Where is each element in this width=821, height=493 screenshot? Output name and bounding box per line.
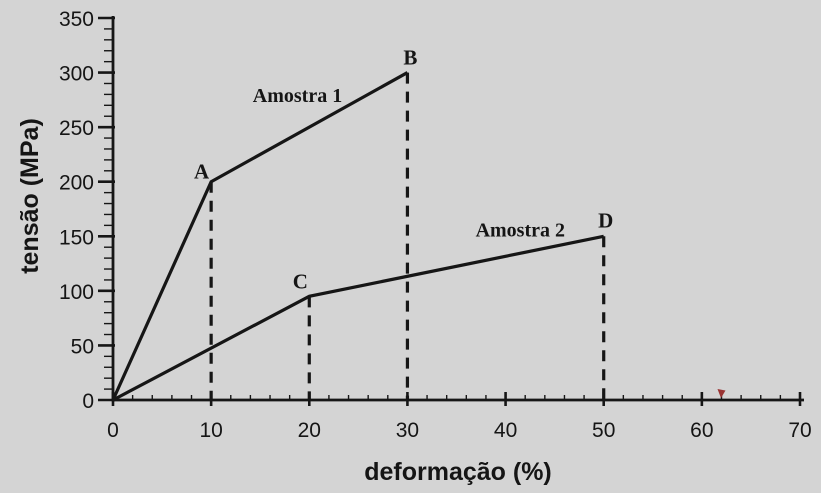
x-tick-label: 70 — [788, 419, 811, 442]
y-tick-label: 150 — [59, 226, 94, 249]
point-label-C: C — [293, 269, 308, 293]
y-tick-label: 50 — [71, 335, 94, 358]
x-tick-label: 10 — [199, 419, 222, 442]
y-tick-label: 250 — [59, 117, 94, 140]
series-line-amostra-1 — [111, 71, 409, 401]
y-tick-label: 200 — [59, 172, 94, 195]
red-marker — [717, 389, 726, 398]
x-tick-label: 50 — [592, 419, 615, 442]
x-tick-label: 30 — [396, 419, 419, 442]
y-axis-title: tensão (MPa) — [16, 118, 44, 274]
series-line-amostra-2 — [112, 234, 605, 402]
y-tick-label: 100 — [59, 281, 94, 304]
y-tick-label: 0 — [82, 390, 94, 413]
series-label-amostra-2: Amostra 2 — [476, 219, 565, 241]
x-tick-label: 0 — [107, 419, 119, 442]
point-label-D: D — [598, 208, 613, 232]
series-label-amostra-1: Amostra 1 — [253, 85, 342, 107]
x-tick-label: 60 — [690, 419, 713, 442]
point-label-A: A — [194, 160, 210, 184]
x-axis-title: deformação (%) — [364, 458, 552, 486]
y-tick-label: 300 — [59, 63, 94, 86]
point-label-B: B — [403, 46, 417, 70]
chart-generated-content: 0 10 20 30 40 50 60 70 0 50 100 150 200 250 300 350 Amos… — [59, 8, 812, 442]
y-tick-label: 350 — [59, 8, 94, 31]
x-tick-label: 40 — [494, 419, 517, 442]
x-tick-label: 20 — [298, 419, 321, 442]
